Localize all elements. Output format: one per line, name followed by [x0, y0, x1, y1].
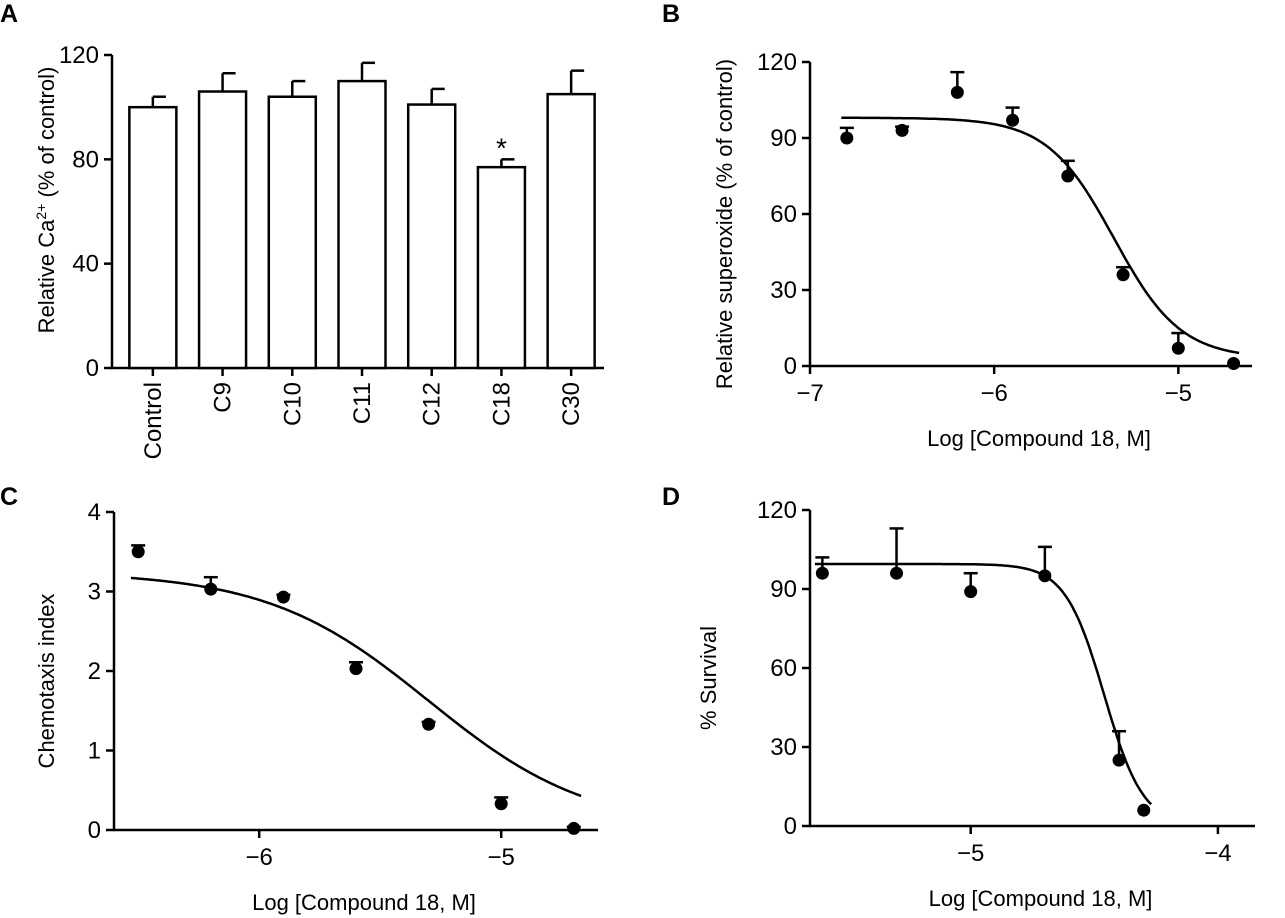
- panel-a: A 0 40 80 120 Control C9 C10 C11 C12 C18 * C30 Relat…: [0, 0, 604, 459]
- data-point: [567, 821, 581, 835]
- data-point: [276, 590, 290, 604]
- panel-a-plot: 0 40 80 120 Control C9 C10 C11 C12 C18 * C30 Relativ…: [33, 42, 604, 459]
- x-tick-label: C10: [279, 382, 306, 426]
- panel-d-plot: 0 30 60 90 120 −5 −4 % Survival Log [Compound 18…: [696, 497, 1255, 911]
- y-tick-label: 60: [770, 655, 797, 682]
- significance-marker: *: [496, 132, 507, 163]
- data-point: [950, 85, 964, 99]
- panel-c: C 0 1 2 3 4 −6 −5 Chemotaxis index Log [Compound…: [0, 483, 598, 915]
- fit-curve: [814, 562, 1153, 806]
- data-point: [422, 717, 436, 731]
- data-point: [204, 582, 218, 596]
- panel-b: B 0 30 60 90 120 −7 −6 −5 Relative superoxide (%…: [662, 0, 1252, 451]
- panel-b-plot: 0 30 60 90 120 −7 −6 −5 Relative superoxide (% o…: [712, 49, 1252, 451]
- y-axis-title-superscript: 2+: [33, 204, 49, 220]
- bar: [128, 105, 178, 370]
- bar: [267, 95, 318, 370]
- bar: [546, 92, 596, 370]
- x-tick-label: −4: [1204, 840, 1231, 867]
- data-point: [349, 662, 363, 676]
- fit-curve: [841, 116, 1240, 355]
- y-tick-label: 4: [88, 499, 101, 526]
- panel-b-letter: B: [662, 0, 680, 28]
- data-point: [815, 566, 829, 580]
- data-point: [964, 585, 978, 599]
- data-point: [1116, 268, 1130, 282]
- x-tick-label: C12: [419, 382, 446, 426]
- x-tick-label: −5: [488, 844, 515, 871]
- bar: [197, 90, 248, 370]
- y-axis-title: Relative superoxide (% of control): [712, 59, 737, 389]
- y-axis-title: Chemotaxis index: [34, 594, 59, 769]
- x-tick-label: C30: [558, 382, 585, 426]
- panel-a-letter: A: [0, 0, 18, 28]
- y-tick-label: 0: [88, 817, 101, 844]
- y-tick-label: 3: [88, 579, 101, 606]
- y-tick-label: 30: [770, 734, 797, 761]
- x-tick-label: C11: [349, 382, 376, 424]
- x-axis-title: Log [Compound 18, M]: [252, 890, 476, 915]
- bar: [337, 79, 387, 370]
- y-axis-title-part: Relative Ca: [34, 219, 59, 333]
- x-tick-label: −6: [980, 380, 1007, 407]
- data-point: [890, 566, 904, 580]
- x-tick-label: −6: [246, 844, 273, 871]
- y-tick-label: 0: [86, 355, 99, 382]
- x-tick-label: Control: [140, 382, 167, 459]
- x-tick-label: C9: [210, 382, 237, 413]
- y-tick-label: 80: [72, 146, 99, 173]
- panel-c-letter: C: [0, 483, 18, 511]
- y-tick-label: 120: [757, 49, 797, 76]
- y-axis-title-part: (% of control): [34, 67, 59, 204]
- y-tick-label: 120: [59, 42, 99, 69]
- data-point: [1112, 753, 1126, 767]
- data-point: [1137, 803, 1151, 817]
- data-point: [895, 123, 909, 137]
- x-tick-label: −7: [796, 380, 823, 407]
- y-tick-label: 30: [770, 277, 797, 304]
- y-tick-label: 1: [88, 738, 101, 765]
- bar: [406, 103, 457, 370]
- panel-c-plot: 0 1 2 3 4 −6 −5 Chemotaxis index Log [Compound 1…: [34, 499, 598, 915]
- data-point: [1038, 569, 1052, 583]
- bar: [476, 165, 527, 370]
- y-tick-label: 60: [770, 201, 797, 228]
- data-point: [1006, 113, 1020, 127]
- y-axis-title: Relative Ca2+ (% of control): [33, 67, 59, 334]
- data-point: [1227, 356, 1241, 370]
- x-tick-label: −5: [1165, 380, 1192, 407]
- data-point: [840, 131, 854, 145]
- y-tick-label: 0: [784, 353, 797, 380]
- y-tick-label: 40: [72, 251, 99, 278]
- y-tick-label: 90: [770, 576, 797, 603]
- x-axis-title: Log [Compound 18, M]: [927, 426, 1151, 451]
- panel-d: D 0 30 60 90 120 −5 −4 % Survival Log [Compound …: [662, 483, 1255, 911]
- y-tick-label: 0: [784, 813, 797, 840]
- fit-curve: [130, 576, 582, 798]
- panel-d-letter: D: [662, 483, 680, 511]
- x-tick-label: −5: [957, 840, 984, 867]
- y-tick-label: 2: [88, 658, 101, 685]
- x-tick-label: C18: [488, 382, 515, 426]
- y-axis-title: % Survival: [696, 626, 721, 730]
- data-point: [1171, 341, 1185, 355]
- data-point: [131, 545, 145, 559]
- y-tick-label: 90: [770, 125, 797, 152]
- data-point: [494, 797, 508, 811]
- data-point: [1061, 169, 1075, 183]
- x-axis-title: Log [Compound 18, M]: [929, 886, 1153, 911]
- y-tick-label: 120: [757, 497, 797, 524]
